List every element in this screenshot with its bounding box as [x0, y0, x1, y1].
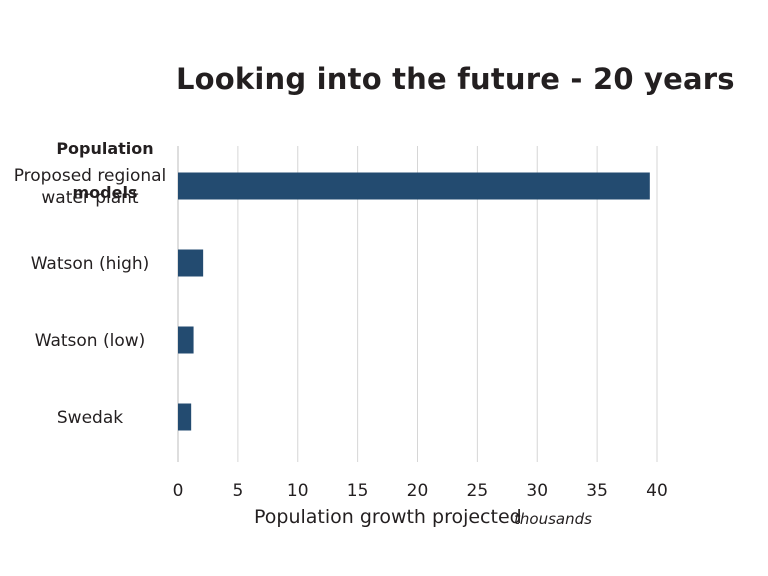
- x-tick-label: 15: [347, 481, 369, 501]
- bars: [178, 172, 650, 431]
- category-label: Watson (high): [31, 254, 150, 274]
- x-tick-label: 40: [646, 481, 668, 501]
- bar: [178, 172, 650, 200]
- x-tick-labels: 0 5 10 15 20 25 30 35 40: [173, 481, 668, 501]
- category-label: water plant: [41, 188, 139, 208]
- x-tick-label: 35: [586, 481, 608, 501]
- chart-title: Looking into the future - 20 years: [176, 62, 735, 96]
- category-label: Proposed regional: [14, 166, 167, 186]
- bar: [178, 403, 192, 431]
- x-axis-unit: thousands: [514, 510, 592, 528]
- bar: [178, 249, 204, 277]
- bar: [178, 326, 194, 354]
- x-tick-label: 20: [407, 481, 429, 501]
- category-label: Watson (low): [35, 331, 146, 351]
- x-tick-label: 0: [173, 481, 184, 501]
- y-axis-title-line-2: models: [72, 183, 138, 202]
- y-axis-title: Population models: [40, 116, 170, 226]
- x-tick-label: 10: [287, 481, 309, 501]
- x-axis-title: Population growth projected: [254, 506, 522, 528]
- x-tick-label: 25: [467, 481, 489, 501]
- x-tick-label: 30: [526, 481, 548, 501]
- y-axis-title-line-1: Population: [56, 139, 154, 158]
- x-tick-label: 5: [232, 481, 243, 501]
- category-label: Swedak: [57, 408, 123, 428]
